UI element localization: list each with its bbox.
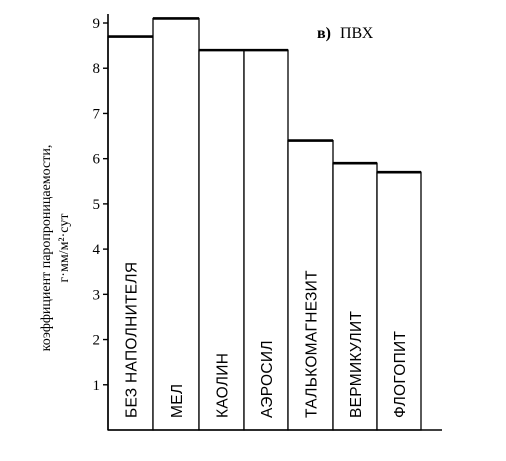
axis-layer — [107, 14, 442, 431]
bar-label-2: МЕЛ — [169, 384, 186, 418]
y-tick-label-2: 2 — [93, 333, 101, 349]
bar-labels: БЕЗ НАПОЛНИТЕЛЯ МЕЛ КАОЛИН АЭРОСИЛ ТАЛЬКОМАГ… — [124, 262, 410, 418]
chart-title-text: ПВХ — [340, 25, 374, 42]
chart-panel-letter: в) — [317, 25, 331, 42]
bar-3 — [198, 49, 245, 431]
y-tick-label-9: 9 — [93, 16, 101, 32]
y-tick-label-8: 8 — [93, 61, 101, 77]
y-tick-label-3: 3 — [93, 287, 101, 303]
y-ticks: 1 2 3 4 5 6 7 8 9 — [93, 16, 108, 394]
y-tick-label-4: 4 — [93, 242, 101, 258]
bar-7 — [376, 171, 422, 431]
y-tick-label-6: 6 — [93, 152, 101, 168]
y-axis-label-line-2: г·мм/м²·сут — [57, 214, 72, 283]
bar-label-3: КАОЛИН — [215, 353, 232, 418]
bar-5 — [287, 139, 334, 431]
bars-layer — [107, 17, 422, 431]
bar-label-6: ВЕРМИКУЛИТ — [348, 311, 365, 418]
bar-label-4: АЭРОСИЛ — [259, 340, 276, 418]
bar-label-5: ТАЛЬКОМАГНЕЗИТ — [304, 270, 321, 418]
y-tick-label-1: 1 — [93, 378, 101, 394]
y-axis-label-line-1: коэффициент паропроницаемости, — [39, 145, 54, 352]
y-tick-label-7: 7 — [93, 106, 101, 122]
chart-title: в) ПВХ — [317, 25, 374, 42]
bar-2 — [152, 17, 200, 431]
bar-label-1: БЕЗ НАПОЛНИТЕЛЯ — [124, 262, 141, 418]
y-tick-label-5: 5 — [93, 197, 101, 213]
bar-label-7: ФЛОГОПИТ — [392, 331, 409, 418]
bar-1 — [107, 35, 154, 431]
